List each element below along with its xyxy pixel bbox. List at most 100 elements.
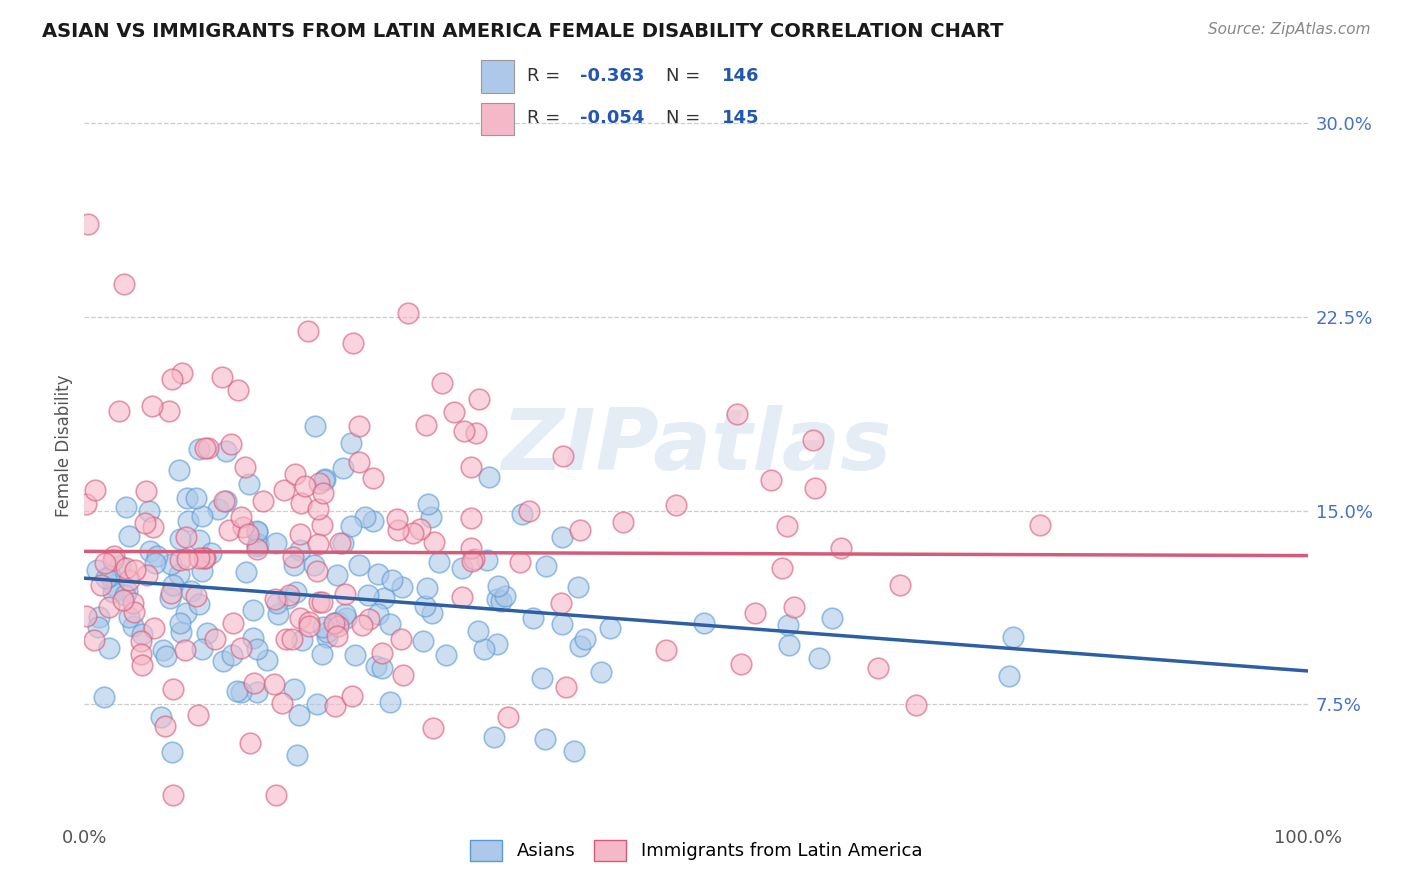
Point — [235, 565, 257, 579]
Point — [139, 544, 162, 558]
Point — [246, 541, 269, 556]
Bar — [481, 103, 515, 135]
Point — [112, 277, 135, 292]
Point — [801, 433, 824, 447]
Point — [821, 611, 844, 625]
Point — [264, 591, 287, 606]
Point — [522, 611, 544, 625]
Point — [354, 510, 377, 524]
Text: Source: ZipAtlas.com: Source: ZipAtlas.com — [1208, 22, 1371, 37]
Point — [188, 597, 211, 611]
Point — [94, 556, 117, 570]
Point — [409, 522, 432, 536]
Point — [328, 619, 350, 633]
Point — [312, 486, 335, 500]
Point — [180, 584, 202, 599]
Point — [889, 577, 911, 591]
Point — [221, 648, 243, 662]
Point — [357, 611, 380, 625]
Point — [302, 558, 325, 573]
Point — [174, 643, 197, 657]
Point — [416, 497, 439, 511]
Text: ZIPatlas: ZIPatlas — [501, 404, 891, 488]
Point — [412, 634, 434, 648]
Point — [233, 460, 256, 475]
Point — [333, 587, 356, 601]
Point — [191, 508, 214, 523]
Point — [283, 682, 305, 697]
Point — [419, 509, 441, 524]
Point — [232, 519, 254, 533]
Point — [247, 537, 270, 551]
Point — [118, 573, 141, 587]
Point — [131, 658, 153, 673]
Point — [188, 442, 211, 457]
Point — [252, 493, 274, 508]
Point — [114, 500, 136, 515]
Point — [145, 556, 167, 570]
Point — [427, 555, 450, 569]
Point — [305, 564, 328, 578]
Point — [307, 537, 329, 551]
Point — [830, 541, 852, 556]
Point — [176, 552, 198, 566]
Point — [226, 684, 249, 698]
Point — [808, 650, 831, 665]
Point — [329, 535, 352, 549]
Point — [238, 477, 260, 491]
Point — [361, 514, 384, 528]
Point — [267, 607, 290, 622]
Point — [75, 497, 97, 511]
Point — [270, 696, 292, 710]
Point — [97, 600, 120, 615]
Point — [121, 596, 143, 610]
Point — [219, 437, 242, 451]
Point — [776, 519, 799, 533]
Point — [246, 641, 269, 656]
Point — [83, 483, 105, 497]
Point — [186, 589, 208, 603]
Point — [467, 624, 489, 639]
Point — [654, 643, 676, 657]
Point — [468, 392, 491, 406]
Point — [316, 630, 339, 644]
Text: 146: 146 — [723, 67, 759, 85]
Point — [415, 582, 437, 596]
Point — [591, 665, 613, 679]
Point — [118, 610, 141, 624]
Point — [108, 559, 131, 574]
Point — [335, 611, 357, 625]
Point — [357, 588, 380, 602]
Text: N =: N = — [666, 109, 706, 127]
Point — [239, 736, 262, 750]
Point — [363, 471, 385, 485]
Point — [323, 615, 346, 630]
Point — [434, 648, 457, 662]
Point — [332, 536, 354, 550]
Point — [176, 491, 198, 506]
Point — [340, 519, 363, 533]
Text: R =: R = — [527, 109, 567, 127]
Point — [533, 731, 555, 746]
Point — [142, 520, 165, 534]
Point — [804, 481, 827, 495]
Point — [214, 493, 236, 508]
Point — [138, 504, 160, 518]
Point — [311, 518, 333, 533]
Point — [567, 580, 589, 594]
Point — [169, 463, 191, 477]
Point — [391, 667, 413, 681]
Point — [367, 566, 389, 581]
Point — [194, 551, 217, 566]
Point — [391, 580, 413, 594]
Point — [340, 689, 363, 703]
Text: ASIAN VS IMMIGRANTS FROM LATIN AMERICA FEMALE DISABILITY CORRELATION CHART: ASIAN VS IMMIGRANTS FROM LATIN AMERICA F… — [42, 22, 1004, 41]
Point — [101, 585, 124, 599]
Point — [141, 399, 163, 413]
Point — [402, 525, 425, 540]
Point — [162, 788, 184, 802]
Point — [491, 594, 513, 608]
Point — [115, 584, 138, 599]
Point — [135, 483, 157, 498]
Point — [129, 647, 152, 661]
